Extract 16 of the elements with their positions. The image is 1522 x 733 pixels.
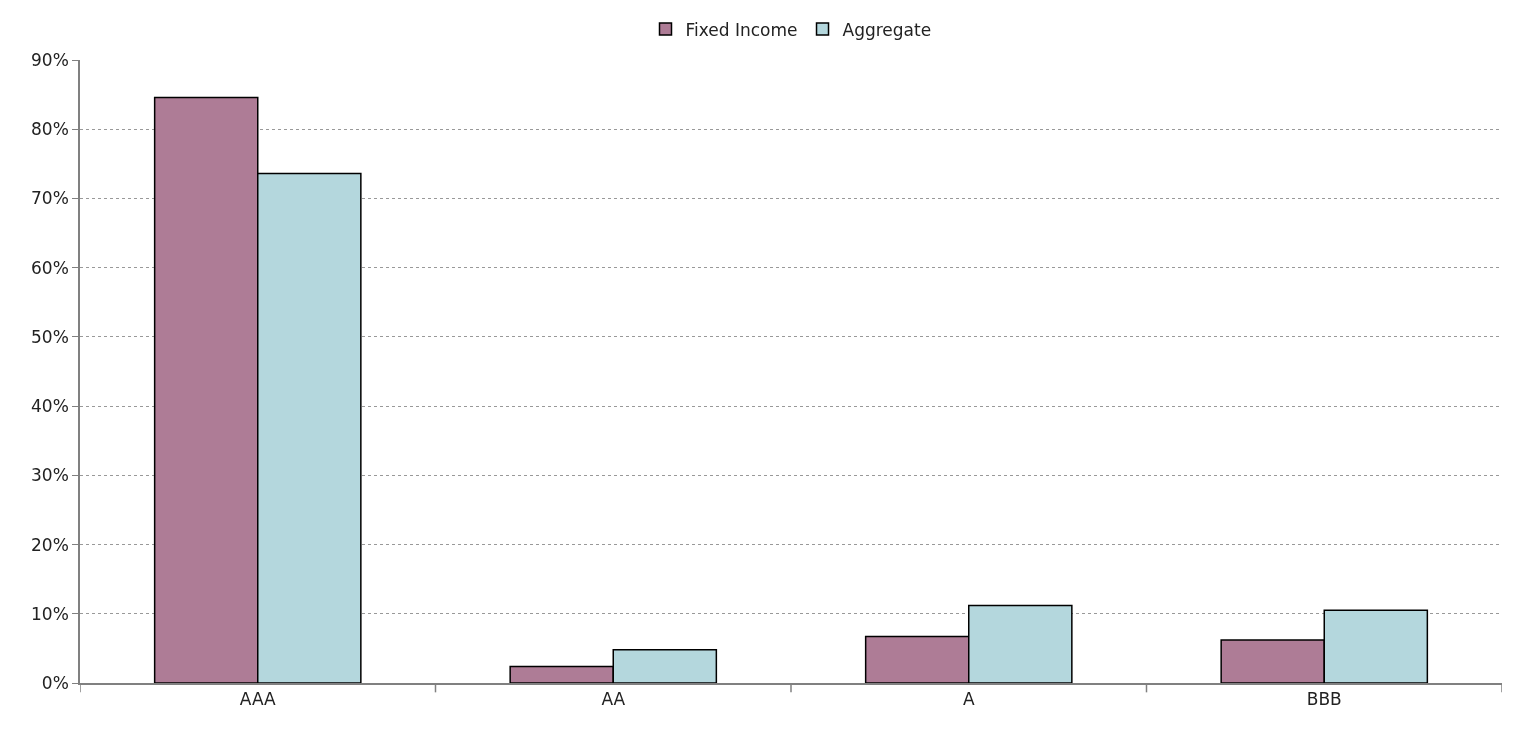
y-tick-label: 30% [31, 465, 69, 486]
legend-label: Aggregate [842, 19, 932, 40]
y-tick-label: 60% [31, 257, 69, 278]
y-tick-label: 70% [31, 188, 69, 209]
y-tick-label: 40% [31, 396, 69, 417]
y-tick-label: 10% [31, 603, 69, 624]
x-tick-label: BBB [1306, 689, 1342, 710]
x-tick-label: A [962, 689, 975, 710]
y-tick-label: 20% [31, 534, 69, 555]
y-tick-label: 0% [41, 672, 69, 693]
legend-label: Fixed Income [685, 19, 798, 40]
y-tick-label: 90% [31, 49, 69, 70]
x-tick-label: AAA [239, 689, 277, 710]
x-tick-label: AA [601, 689, 626, 710]
y-tick-label: 80% [31, 119, 69, 140]
y-tick-label: 50% [31, 326, 69, 347]
